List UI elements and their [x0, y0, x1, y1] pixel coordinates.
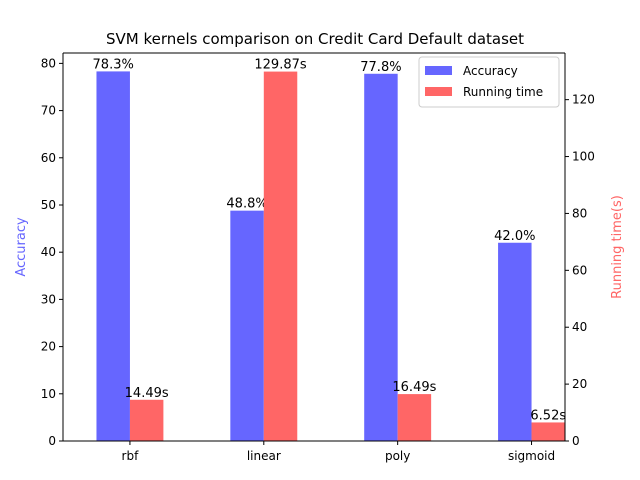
x-tick-label-rbf: rbf [122, 449, 140, 463]
bar-accuracy-poly [364, 73, 398, 442]
bar-accuracy-sigmoid [498, 242, 532, 441]
right-tick-label: 40 [572, 320, 587, 334]
data-label-accuracy-sigmoid: 42.0% [494, 229, 535, 244]
data-label-running-time-sigmoid: 6.52s [530, 408, 566, 423]
bar-accuracy-linear [230, 210, 264, 441]
right-tick-label: 80 [572, 206, 587, 220]
bar-accuracy-rbf [96, 71, 130, 441]
left-tick-label: 60 [41, 151, 56, 165]
x-tick-label-sigmoid: sigmoid [508, 449, 555, 463]
data-label-running-time-poly: 16.49s [392, 380, 436, 395]
bar-running-time-sigmoid [531, 422, 565, 441]
right-tick-label: 60 [572, 263, 587, 277]
left-tick-label: 20 [41, 340, 56, 354]
left-axis-label: Accuracy [14, 217, 29, 277]
right-tick-label: 100 [572, 150, 595, 164]
right-axis-label: Running time(s) [610, 195, 625, 299]
left-tick-label: 30 [41, 292, 56, 306]
x-tick-label-linear: linear [247, 449, 281, 463]
data-label-running-time-linear: 129.87s [254, 58, 306, 73]
data-label-accuracy-rbf: 78.3% [93, 57, 134, 72]
bar-running-time-linear [263, 71, 298, 441]
data-label-running-time-rbf: 14.49s [125, 386, 169, 401]
right-tick-label: 120 [572, 93, 595, 107]
left-tick-label: 10 [41, 387, 56, 401]
plot-area: 78.3% 48.8% 77.8% 42.0% 14.49s 129.87s 16.49s 6… [41, 52, 595, 463]
right-tick-label: 20 [572, 377, 587, 391]
left-tick-label: 50 [41, 198, 56, 212]
left-tick-label: 80 [41, 56, 56, 70]
left-tick-label: 40 [41, 245, 56, 259]
legend-label-running-time: Running time [463, 85, 543, 99]
left-tick-label: 0 [48, 434, 56, 448]
legend-swatch-running-time [425, 87, 452, 96]
chart-title: SVM kernels comparison on Credit Card De… [106, 30, 524, 48]
data-label-accuracy-poly: 77.8% [360, 60, 401, 75]
bar-running-time-poly [397, 394, 432, 441]
left-tick-label: 70 [41, 104, 56, 118]
data-label-accuracy-linear: 48.8% [226, 197, 267, 212]
right-tick-label: 0 [572, 434, 580, 448]
bar-running-time-rbf [129, 399, 164, 441]
legend-box [418, 56, 560, 108]
legend-swatch-accuracy [425, 66, 452, 75]
x-tick-label-poly: poly [385, 449, 410, 463]
legend: Accuracy Running time [418, 56, 560, 108]
legend-label-accuracy: Accuracy [463, 64, 518, 78]
